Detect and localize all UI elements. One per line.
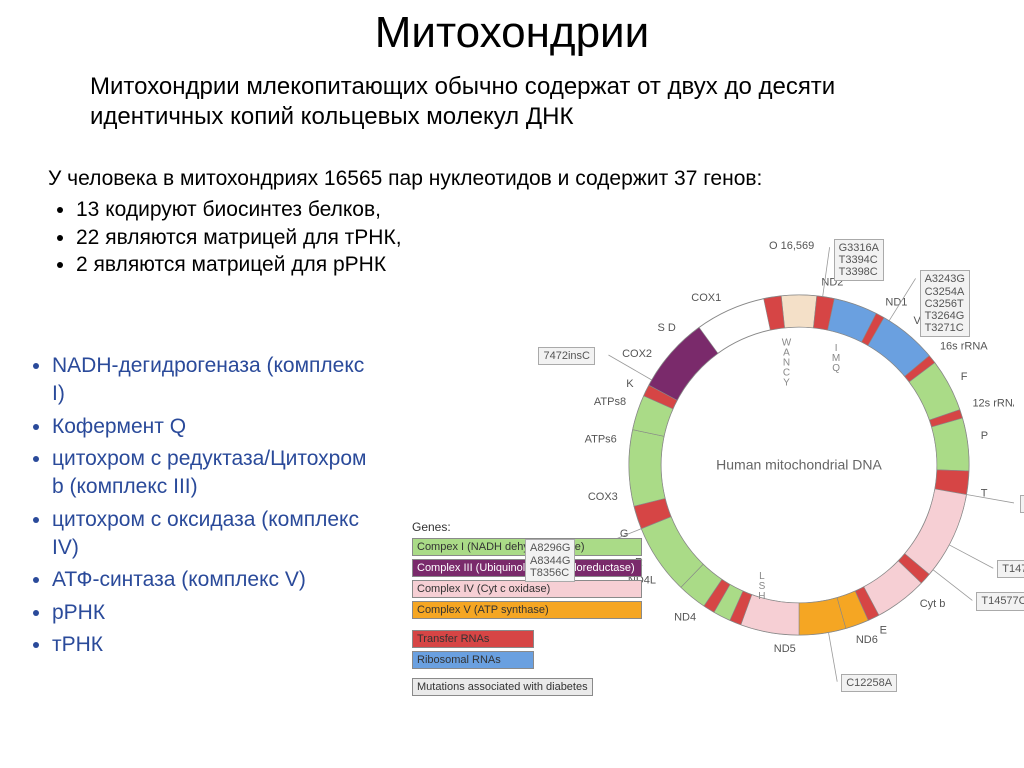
svg-text:K: K: [626, 378, 634, 390]
svg-text:LSH: LSH: [758, 571, 765, 602]
ring-center-label: Human mitochondrial DNA: [716, 457, 882, 474]
legend-row: Ribosomal RNAs: [412, 651, 534, 669]
svg-text:16s rRNA: 16s rRNA: [940, 341, 988, 353]
complex-list: NADH-дегидрогеназа (комплекс I) Кофермен…: [30, 352, 380, 663]
complex-item: цитохром с оксидаза (комплекс IV): [52, 506, 380, 563]
mutation-callout: T14577C: [976, 592, 1024, 610]
complex-item: Кофермент Q: [52, 413, 380, 441]
svg-text:ND4: ND4: [674, 611, 696, 623]
legend-row: Complex IV (Cyt c oxidase): [412, 580, 642, 598]
legend-header: Genes:: [412, 520, 642, 534]
svg-text:ND6: ND6: [856, 634, 878, 646]
svg-text:P: P: [981, 430, 988, 442]
mutation-callout: 7472insC: [538, 347, 594, 365]
legend-row: Complex V (ATP synthase): [412, 601, 642, 619]
svg-text:COX3: COX3: [588, 491, 618, 503]
mutation-callout: T16189C: [1020, 495, 1024, 513]
complex-item: тРНК: [52, 631, 380, 659]
complex-item: NADH-дегидрогеназа (комплекс I): [52, 352, 380, 409]
slide-title: Митохондрии: [0, 8, 1024, 58]
mutation-callout: T14709C: [997, 560, 1024, 578]
svg-text:IMQ: IMQ: [832, 343, 840, 374]
complex-item: АТФ-синтаза (комплекс V): [52, 566, 380, 594]
svg-text:12s rRNA: 12s rRNA: [972, 397, 1014, 409]
svg-text:S D: S D: [658, 322, 676, 334]
mutation-callout: A8296G A8344G T8356C: [525, 539, 575, 581]
complex-item: цитохром с редуктаза/Цитохром b (комплек…: [52, 445, 380, 502]
mutation-callout: A3243G C3254A C3256T T3264G T3271C: [920, 270, 970, 336]
mtdna-diagram: PT12s rRNAF16s rRNAVND1ND2COX1S DCOX2KAT…: [404, 230, 1014, 760]
legend-row: Transfer RNAs: [412, 630, 534, 648]
slide: Митохондрии Митохондрии млекопитающих об…: [0, 0, 1024, 768]
svg-text:F: F: [961, 371, 968, 383]
svg-text:COX1: COX1: [691, 292, 721, 304]
svg-text:ND1: ND1: [885, 296, 907, 308]
top-origin-label: O 16,569: [769, 240, 814, 252]
svg-text:ATPs8: ATPs8: [594, 396, 626, 408]
svg-text:E: E: [880, 624, 887, 636]
mutation-callout: G3316A T3394C T3398C: [834, 239, 884, 281]
mutation-callout: C12258A: [841, 674, 897, 692]
svg-text:ND5: ND5: [774, 643, 796, 655]
svg-text:Cyt b: Cyt b: [920, 598, 946, 610]
genome-lead: У человека в митохондриях 16565 пар нукл…: [48, 165, 808, 192]
svg-text:WANCY: WANCY: [782, 338, 792, 389]
slide-subtitle: Митохондрии млекопитающих обычно содержа…: [90, 72, 940, 132]
svg-text:COX2: COX2: [622, 348, 652, 360]
svg-text:ATPs6: ATPs6: [585, 433, 617, 445]
genome-item: 13 кодируют биосинтез белков,: [76, 196, 808, 223]
complex-item: рРНК: [52, 599, 380, 627]
legend-mutations: Mutations associated with diabetes: [412, 678, 593, 696]
